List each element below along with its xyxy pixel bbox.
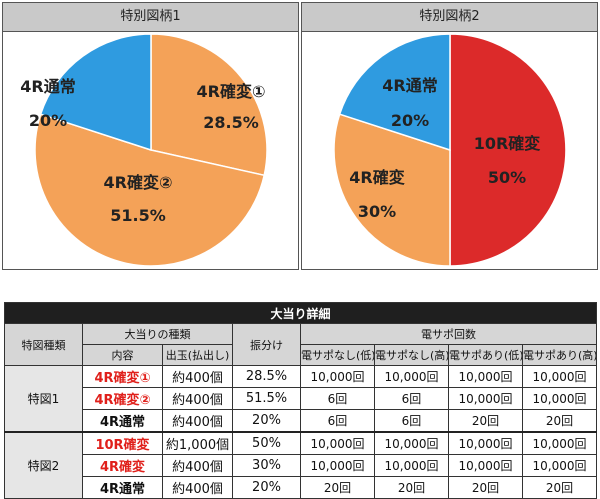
header-special-type: 特図種類 [4, 323, 83, 366]
densapo-count: 20回 [448, 409, 523, 433]
densapo-count: 10,000回 [448, 365, 523, 388]
densapo-count: 10,000回 [300, 365, 375, 388]
slice-name-label: 4R確変 [349, 168, 404, 187]
slice-value-label: 51.5% [110, 206, 166, 225]
header-payout: 出玉(払出し) [162, 344, 233, 366]
distribution: 51.5% [232, 387, 301, 410]
group-label: 特図1 [4, 365, 83, 433]
payout: 約1,000個 [162, 431, 233, 455]
densapo-count: 20回 [521, 476, 598, 499]
chart-panel-1: 特別図柄1 4R確変① 28.5% 4R確変② 51.5% 4R通常 20% [2, 2, 299, 270]
distribution: 30% [232, 454, 301, 477]
pie-slice [338, 33, 451, 152]
header-distribution: 振分け [232, 323, 301, 366]
jackpot-content: 4R通常 [82, 476, 163, 499]
pie-chart-2: 10R確変 50% 4R確変 30% 4R通常 20% [333, 33, 567, 267]
densapo-count: 10,000回 [374, 454, 449, 477]
pie-slice [34, 113, 266, 267]
group-label: 特図2 [4, 431, 83, 499]
densapo-count: 10,000回 [448, 454, 523, 477]
densapo-count: 10,000回 [448, 431, 523, 455]
densapo-count: 6回 [300, 387, 375, 410]
jackpot-content: 10R確変 [82, 431, 163, 455]
payout: 約400個 [162, 365, 233, 388]
densapo-count: 10,000回 [374, 365, 449, 388]
densapo-count: 20回 [448, 476, 523, 499]
slice-value-label: 20% [29, 111, 67, 130]
slice-value-label: 28.5% [203, 113, 259, 132]
densapo-count: 10,000回 [521, 454, 598, 477]
slice-value-label: 50% [488, 168, 526, 187]
payout: 約400個 [162, 476, 233, 499]
header-densapo: 電サポ回数 [299, 323, 598, 345]
payout: 約400個 [162, 409, 233, 433]
densapo-count: 20回 [521, 409, 598, 433]
table-row: 4R通常 約400個 20% 20回 20回 20回 20回 [5, 476, 598, 499]
payout: 約400個 [162, 387, 233, 410]
pie-chart-1: 4R確変① 28.5% 4R確変② 51.5% 4R通常 20% [20, 33, 268, 267]
table-row: 4R確変 約400個 30% 10,000回 10,000回 10,000回 10,000回 [5, 454, 598, 477]
densapo-count: 6回 [374, 387, 449, 410]
densapo-count: 10,000回 [300, 431, 375, 455]
jackpot-detail-table: 大当り詳細 特図種類 大当りの種類 振分け 電サポ回数 内容 出玉(払出し) 電… [3, 302, 598, 499]
chart-header: 特別図柄2 [302, 3, 597, 32]
densapo-count: 10,000回 [448, 387, 523, 410]
pie-slice [150, 33, 268, 177]
header-col: 電サポなし(高) [374, 344, 449, 366]
pie-slice [333, 113, 451, 267]
slice-name-label: 4R確変② [103, 173, 172, 192]
jackpot-content: 4R確変 [82, 454, 163, 477]
slice-name-label: 4R確変① [196, 82, 265, 101]
chart-panel-2: 特別図柄2 10R確変 50% 4R確変 30% 4R通常 20% [301, 2, 598, 270]
chart-header: 特別図柄1 [3, 3, 298, 32]
jackpot-content: 4R通常 [82, 409, 163, 433]
densapo-count: 20回 [300, 476, 375, 499]
densapo-count: 10,000回 [521, 431, 598, 455]
densapo-count: 6回 [300, 409, 375, 433]
pie-slice [449, 33, 567, 267]
slice-value-label: 20% [391, 111, 429, 130]
distribution: 20% [232, 476, 301, 499]
slice-name-label: 4R通常 [20, 77, 75, 96]
table-row: 4R通常 約400個 20% 6回 6回 20回 20回 [5, 409, 598, 433]
table-title: 大当り詳細 [3, 302, 598, 324]
payout: 約400個 [162, 454, 233, 477]
slice-value-label: 30% [358, 202, 396, 221]
header-col: 電サポあり(高) [521, 344, 598, 366]
table-row: 4R確変② 約400個 51.5% 6回 6回 10,000回 10,000回 [5, 387, 598, 410]
jackpot-content: 4R確変② [82, 387, 163, 410]
densapo-count: 20回 [374, 476, 449, 499]
pie-slice [39, 33, 152, 152]
header-col: 電サポあり(低) [448, 344, 523, 366]
slice-name-label: 4R通常 [382, 76, 437, 95]
distribution: 20% [232, 409, 301, 433]
table-row: 特図2 10R確変 約1,000個 50% 10,000回 10,000回 10,000回 1… [4, 431, 598, 499]
header-content: 内容 [82, 344, 163, 366]
slice-name-label: 10R確変 [474, 134, 541, 153]
densapo-count: 10,000回 [521, 387, 598, 410]
header-jackpot-type: 大当りの種類 [82, 323, 233, 345]
densapo-count: 6回 [374, 409, 449, 433]
jackpot-content: 4R確変① [82, 365, 163, 388]
distribution: 50% [232, 431, 301, 455]
distribution: 28.5% [232, 365, 301, 388]
header-col: 電サポなし(低) [300, 344, 375, 366]
table-row: 特図1 4R確変① 約400個 28.5% 10,000回 10,000回 10,000回 1… [4, 365, 598, 433]
densapo-count: 10,000回 [521, 365, 598, 388]
densapo-count: 10,000回 [300, 454, 375, 477]
densapo-count: 10,000回 [374, 431, 449, 455]
